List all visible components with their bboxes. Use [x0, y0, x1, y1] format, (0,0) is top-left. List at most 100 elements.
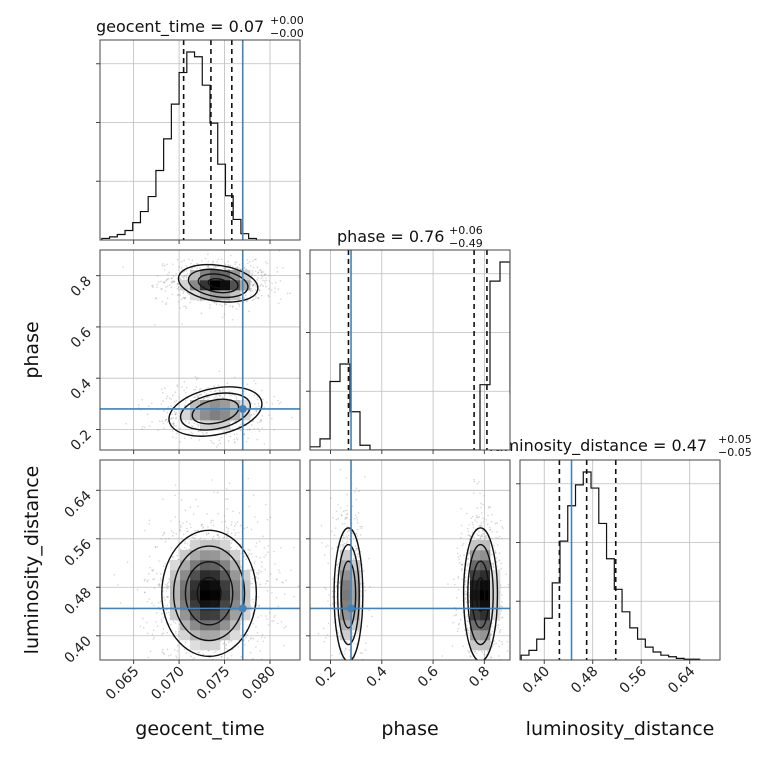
scatter-point [163, 427, 165, 430]
scatter-point [224, 267, 227, 270]
scatter-point [247, 640, 250, 642]
scatter-point [171, 293, 174, 296]
scatter-point [250, 569, 252, 572]
scatter-point [276, 266, 278, 269]
scatter-point [335, 601, 337, 604]
density-cell [210, 610, 221, 621]
scatter-point [261, 427, 264, 429]
scatter-point [455, 614, 457, 617]
scatter-point [162, 649, 164, 651]
scatter-point [243, 433, 246, 436]
scatter-point [331, 595, 334, 598]
scatter-point [234, 523, 237, 525]
scatter-point [173, 410, 176, 413]
scatter-point [239, 423, 242, 426]
scatter-point [332, 578, 334, 580]
scatter-point [251, 582, 254, 585]
scatter-point [352, 553, 355, 556]
scatter-point [193, 677, 195, 679]
scatter-point [146, 600, 149, 603]
scatter-point [345, 513, 348, 516]
scatter-point [147, 455, 149, 457]
scatter-point [497, 626, 499, 629]
scatter-point [254, 669, 256, 671]
scatter-point [184, 296, 187, 299]
scatter-point [250, 528, 253, 531]
scatter-point [184, 297, 186, 300]
panel-border-distance-vs-geocent-time [99, 459, 301, 661]
scatter-point [341, 514, 343, 517]
scatter-point [183, 275, 185, 277]
density-cell [210, 410, 221, 421]
scatter-point [121, 665, 123, 667]
scatter-point [160, 537, 162, 540]
scatter-point [252, 420, 254, 423]
scatter-point [238, 263, 241, 266]
scatter-point [165, 418, 167, 421]
scatter-point [352, 558, 355, 560]
scatter-point [468, 538, 471, 541]
scatter-point [347, 663, 349, 665]
scatter-point [214, 265, 217, 268]
scatter-point [494, 552, 497, 554]
scatter-point [460, 507, 462, 510]
scatter-point [235, 433, 238, 435]
scatter-point [483, 495, 485, 497]
scatter-point [351, 702, 353, 704]
scatter-point [164, 290, 167, 292]
contour-distance-vs-phase-1-3 [462, 527, 499, 660]
scatter-point [257, 573, 259, 576]
scatter-point [174, 697, 176, 699]
scatter-point [224, 647, 227, 650]
scatter-point [227, 440, 230, 442]
scatter-point [157, 660, 159, 662]
scatter-point [480, 535, 482, 537]
scatter-point [149, 650, 152, 653]
scatter-point [235, 420, 237, 422]
scatter-point [344, 670, 346, 672]
scatter-point [248, 310, 250, 312]
xtick-label-phase-1: 0.4 [364, 663, 391, 690]
scatter-point [255, 545, 257, 548]
scatter-point [274, 563, 276, 565]
scatter-point [223, 261, 226, 264]
scatter-point [476, 516, 479, 518]
scatter-point [199, 267, 201, 269]
scatter-point [344, 509, 347, 512]
scatter-point [267, 545, 270, 547]
scatter-point [253, 562, 256, 565]
scatter-point [344, 523, 346, 525]
scatter-point [180, 524, 182, 527]
scatter-point [331, 654, 333, 657]
scatter-point [193, 389, 195, 391]
scatter-point [476, 533, 479, 536]
scatter-point [172, 425, 175, 427]
scatter-point [160, 403, 163, 405]
scatter-point [161, 651, 164, 653]
scatter-point [200, 387, 202, 390]
scatter-point [151, 570, 154, 572]
scatter-point [346, 516, 348, 519]
density-cell [240, 600, 251, 611]
scatter-point [499, 519, 502, 522]
scatter-point [175, 437, 178, 439]
scatter-point [210, 479, 213, 481]
density-cell [470, 620, 481, 631]
scatter-point [354, 668, 356, 670]
scatter-point [512, 579, 514, 581]
scatter-point [345, 647, 347, 649]
density-cell [470, 550, 481, 561]
scatter-point [185, 690, 187, 692]
scatter-point [190, 655, 193, 658]
scatter-point [179, 427, 182, 430]
scatter-point [239, 268, 242, 271]
scatter-point [207, 265, 210, 268]
scatter-point [225, 498, 227, 500]
scatter-point [260, 419, 262, 422]
density-cell [200, 420, 211, 431]
scatter-point [165, 609, 168, 611]
density-cell [220, 550, 231, 561]
scatter-point [342, 544, 345, 546]
scatter-point [354, 490, 356, 493]
scatter-point [267, 551, 269, 554]
